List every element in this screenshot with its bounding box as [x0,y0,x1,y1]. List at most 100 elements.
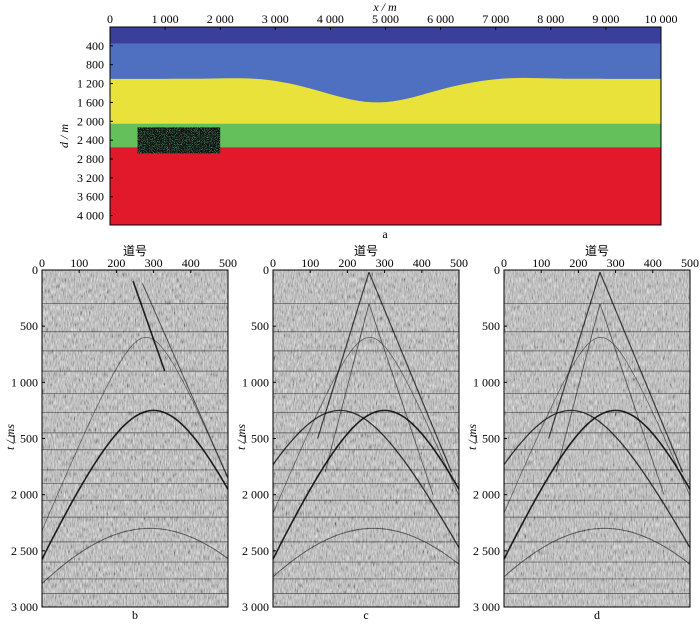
gather-y-tick-label: 2 000 [242,488,269,502]
gather-y-tick-label: 1 500 [242,432,269,446]
model-y-tick-label: 4 000 [77,209,104,223]
reflection-event [503,527,691,578]
gather-y-tick-label: 2 000 [11,488,38,502]
reflection-event [272,527,460,578]
layer-1 [110,27,661,44]
reflection-event [503,336,691,514]
model-x-tick-label: 6 000 [427,12,454,26]
model-x-tick-label: 8 000 [537,12,564,26]
gather-d-y-title: t / ms [465,424,479,450]
model-y-tick-label: 2 800 [77,152,104,166]
gather-y-tick-label: 1 000 [11,375,38,389]
gather-x-tick-label: 300 [376,256,394,270]
shot-gather-d: 道号 t / ms d 0 100 200 300 400 500 0 500 1 000 1 5… [465,244,699,622]
reflection-event [503,409,691,560]
reflection-event [41,527,229,584]
gather-y-tick-label: 1 500 [473,432,500,446]
model-x-tick-label: 0 [107,12,113,26]
direct-event [548,272,601,439]
gather-x-tick-label: 500 [450,256,468,270]
gather-x-tick-label: 200 [569,256,587,270]
model-x-tick-label: 3 000 [262,12,289,26]
model-y-tick-label: 2 000 [77,114,104,128]
anomaly-speckle [137,127,221,154]
gather-x-tick-label: 0 [39,256,45,270]
direct-event [368,272,453,473]
model-y-tick-label: 2 400 [77,133,104,147]
gather-y-tick-label: 3 000 [473,600,500,614]
gather-x-tick-label: 300 [145,256,163,270]
direct-event [599,272,684,473]
reflection-event [272,409,460,549]
gather-x-tick-label: 0 [501,256,507,270]
model-x-tick-label: 2 000 [207,12,234,26]
direct-event [324,303,370,473]
model-y-tick-label: 400 [86,39,104,53]
model-x-tick-label: 4 000 [317,12,344,26]
gather-x-tick-label: 200 [107,256,125,270]
model-y-tick-label: 1 200 [77,77,104,91]
gather-y-tick-label: 0 [32,263,38,277]
shot-gather-b: 道号 t / ms b 0 100 200 300 400 500 0 500 1 000 1 5… [3,244,237,622]
gather-y-tick-label: 1 500 [11,432,38,446]
model-x-tick-label: 10 000 [645,12,678,26]
panel-label-a: a [382,227,388,241]
gather-d-x-title: 道号 [585,244,609,258]
gather-y-tick-label: 2 500 [242,544,269,558]
model-x-tick-label: 9 000 [592,12,619,26]
shot-gather-c: 道号 t / ms c 0 100 200 300 400 500 0 500 1 000 1 5… [234,244,468,622]
gather-x-tick-label: 500 [681,256,699,270]
panel-label-d: d [594,608,600,622]
gather-x-tick-label: 100 [301,256,319,270]
model-y-ticks: 400 800 1 200 1 600 2 000 2 400 2 800 3 200 3 60… [77,39,113,223]
reflection-event [41,336,229,531]
direct-event [141,283,229,479]
reflection-event [503,409,691,549]
gather-y-tick-label: 3 000 [11,600,38,614]
direct-event [599,303,665,495]
gather-noise [504,270,690,607]
gather-y-tick-label: 0 [263,263,269,277]
gather-y-tick-label: 1 000 [473,375,500,389]
gather-x-tick-label: 300 [607,256,625,270]
gather-x-tick-label: 100 [532,256,550,270]
gather-c-traces [272,270,460,607]
gather-y-tick-label: 3 000 [242,600,269,614]
gather-y-tick-label: 2 500 [11,544,38,558]
gather-x-tick-label: 100 [70,256,88,270]
model-x-axis-label: x / m [372,0,397,14]
layer-5 [110,147,661,225]
anomaly-body [137,127,221,154]
gather-x-tick-label: 200 [338,256,356,270]
gather-y-tick-label: 500 [251,319,269,333]
gather-b-traces [41,270,229,607]
layer-3 [110,77,661,124]
model-y-tick-label: 1 600 [77,95,104,109]
gather-x-tick-label: 400 [644,256,662,270]
model-x-ticks: 0 1 000 2 000 3 000 4 000 5 000 6 000 7 000 8 00… [107,12,678,30]
gather-c-y-title: t / ms [234,424,248,450]
gather-y-tick-label: 0 [494,263,500,277]
layer-4 [110,123,661,148]
model-y-tick-label: 3 200 [77,171,104,185]
gather-x-tick-label: 0 [270,256,276,270]
gather-y-tick-label: 2 500 [473,544,500,558]
direct-event [132,280,166,372]
gather-x-tick-label: 400 [182,256,200,270]
direct-event [317,272,370,439]
model-y-tick-label: 3 600 [77,190,104,204]
gather-b-y-title: t / ms [3,424,17,450]
gather-y-tick-label: 500 [482,319,500,333]
panel-label-c: c [363,608,368,622]
model-y-axis-label: d / m [57,124,71,148]
gather-b-x-title: 道号 [123,244,147,258]
model-x-tick-label: 7 000 [482,12,509,26]
velocity-model-panel: 0 1 000 2 000 3 000 4 000 5 000 6 000 7 000 8 00… [57,0,678,241]
gather-x-tick-label: 500 [219,256,237,270]
gather-d-traces [503,270,691,607]
gather-noise [273,270,459,607]
reflection-event [272,336,460,514]
gather-noise [42,270,228,607]
direct-event [555,303,601,473]
